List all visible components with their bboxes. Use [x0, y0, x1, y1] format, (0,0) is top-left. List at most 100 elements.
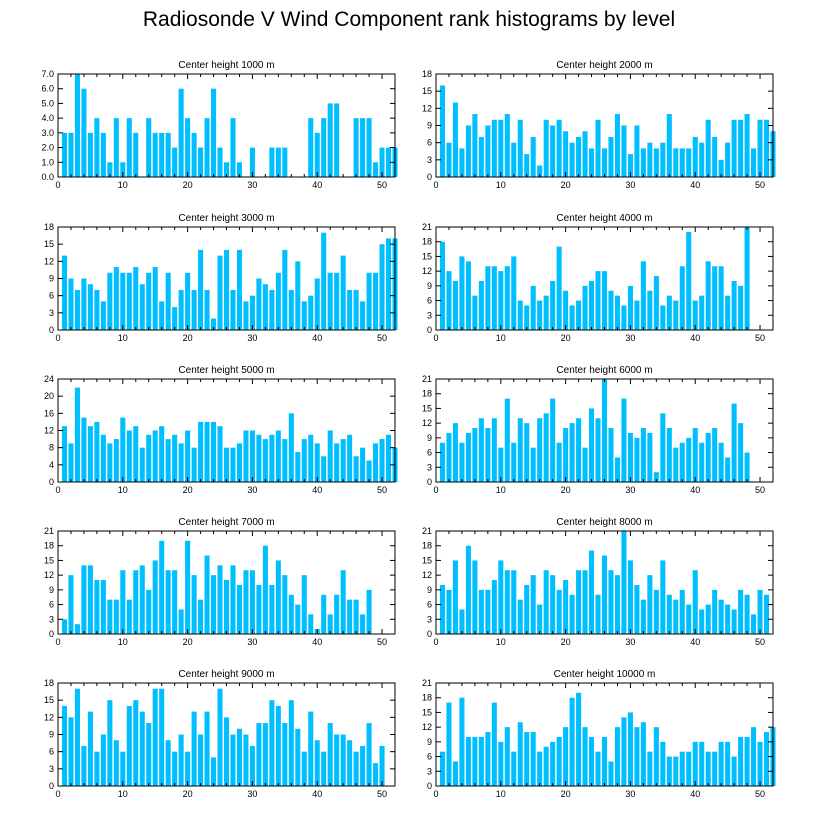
- histogram-bar: [275, 560, 281, 634]
- histogram-bar: [94, 751, 100, 786]
- y-tick-label: 18: [422, 237, 432, 247]
- histogram-bar: [537, 165, 543, 177]
- histogram-bar: [576, 570, 582, 634]
- histogram-bar: [569, 305, 575, 330]
- histogram-bar: [763, 119, 770, 177]
- histogram-bar: [673, 756, 679, 786]
- histogram-bar: [61, 132, 68, 177]
- histogram-bar: [627, 285, 633, 330]
- histogram-panel: Center height 7000 m 0 10 20 30 40 50 0 3 6 9 12 15 1…: [44, 517, 396, 647]
- histogram-bar: [491, 266, 497, 330]
- histogram-bar: [446, 589, 452, 634]
- histogram-bar: [360, 447, 366, 482]
- histogram-bar: [308, 614, 314, 634]
- histogram-bar: [152, 132, 158, 177]
- histogram-bar: [133, 426, 139, 482]
- histogram-bar: [249, 147, 255, 177]
- y-tick-label: 0: [427, 477, 432, 487]
- x-tick-label: 40: [690, 180, 700, 190]
- histogram-bar: [589, 408, 595, 482]
- y-tick-label: 18: [44, 541, 54, 551]
- histogram-bar: [321, 118, 327, 177]
- histogram-bar: [511, 751, 517, 786]
- histogram-bar: [537, 300, 543, 330]
- x-tick-label: 0: [433, 789, 438, 799]
- y-tick-label: 12: [44, 256, 54, 266]
- histogram-bar: [601, 379, 608, 482]
- histogram-bar: [530, 575, 536, 634]
- x-tick-label: 40: [690, 333, 700, 343]
- y-tick-label: 6: [427, 752, 432, 762]
- histogram-bar: [712, 751, 718, 786]
- histogram-bar: [243, 734, 249, 786]
- histogram-bar: [113, 439, 119, 482]
- x-tick-label: 0: [433, 637, 438, 647]
- y-tick-label: 18: [44, 222, 54, 232]
- histogram-bar: [178, 289, 184, 330]
- histogram-bar: [87, 284, 93, 330]
- histogram-bar: [172, 147, 178, 177]
- histogram-bar: [679, 266, 685, 330]
- histogram-bar: [621, 125, 627, 177]
- histogram-bar: [763, 594, 770, 634]
- histogram-bar: [262, 545, 268, 634]
- x-tick-label: 10: [118, 180, 128, 190]
- histogram-bar: [236, 728, 242, 786]
- histogram-bar: [120, 417, 126, 483]
- y-tick-label: 12: [422, 722, 432, 732]
- histogram-bar: [373, 763, 379, 786]
- histogram-bar: [679, 442, 685, 482]
- histogram-bar: [230, 289, 236, 330]
- histogram-bar: [308, 711, 314, 786]
- x-tick-label: 30: [247, 485, 257, 495]
- histogram-bar: [340, 255, 346, 330]
- panel-title: Center height 9000 m: [178, 669, 274, 680]
- x-tick-label: 50: [377, 333, 387, 343]
- histogram-bar: [504, 266, 510, 330]
- histogram-bar: [452, 102, 458, 177]
- histogram-bar: [692, 136, 698, 177]
- histogram-bar: [757, 741, 763, 786]
- histogram-bar: [556, 246, 562, 330]
- x-tick-label: 50: [755, 637, 765, 647]
- histogram-bar: [757, 119, 763, 177]
- histogram-bar: [556, 589, 562, 634]
- histogram-bar: [236, 443, 242, 483]
- histogram-bar: [576, 136, 582, 177]
- histogram-bar: [517, 722, 523, 786]
- histogram-bar: [256, 723, 262, 786]
- x-tick-label: 10: [496, 637, 506, 647]
- histogram-bar: [556, 442, 562, 482]
- histogram-bar: [159, 540, 165, 634]
- x-tick-label: 40: [312, 333, 322, 343]
- x-tick-label: 50: [755, 789, 765, 799]
- panel-title: Center height 8000 m: [556, 517, 652, 528]
- histogram-bar: [550, 398, 556, 482]
- histogram-bar: [191, 447, 197, 482]
- x-tick-label: 20: [561, 333, 571, 343]
- histogram-bar: [230, 118, 236, 177]
- x-tick-label: 20: [183, 637, 193, 647]
- y-tick-label: 21: [44, 526, 54, 536]
- y-tick-label: 6: [427, 448, 432, 458]
- x-tick-label: 30: [247, 789, 257, 799]
- histogram-bar: [100, 132, 106, 177]
- histogram-bar: [360, 301, 366, 330]
- histogram-bar: [439, 442, 446, 482]
- x-tick-label: 10: [496, 485, 506, 495]
- histogram-bar: [485, 732, 491, 786]
- histogram-bar: [126, 705, 132, 786]
- histogram-bar: [327, 272, 333, 330]
- x-tick-label: 20: [183, 180, 193, 190]
- histogram-bar: [288, 413, 294, 482]
- histogram-panel: Center height 3000 m 0 10 20 30 40 50 0 3 6 9 12 15 1…: [44, 213, 398, 343]
- y-tick-label: 15: [422, 555, 432, 565]
- y-tick-label: 6.0: [41, 84, 54, 94]
- histogram-bar: [465, 736, 471, 786]
- histogram-bar: [172, 751, 178, 786]
- histogram-bar: [582, 131, 588, 177]
- histogram-bar: [640, 261, 646, 330]
- histogram-bar: [185, 540, 191, 634]
- histogram-bar: [601, 271, 608, 330]
- histogram-bar: [679, 751, 685, 786]
